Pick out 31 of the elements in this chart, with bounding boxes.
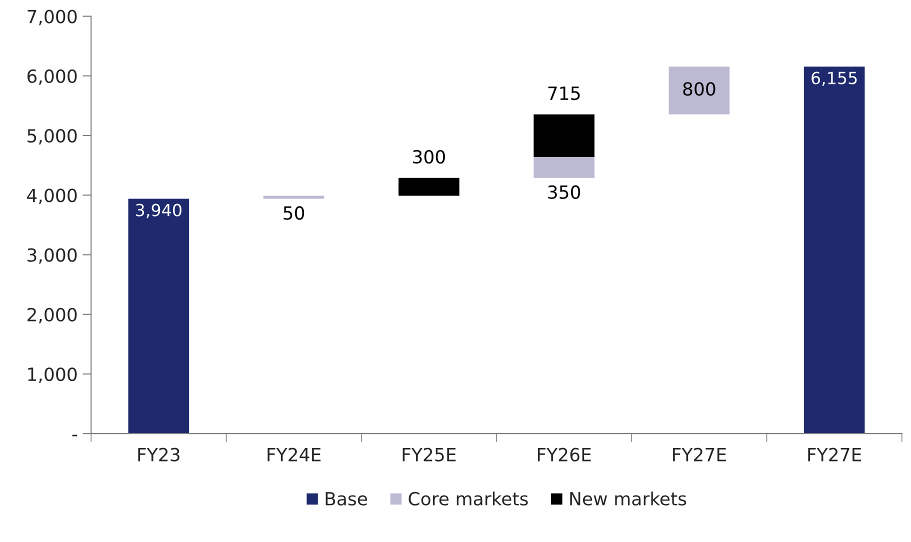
legend-label: New markets xyxy=(570,492,686,506)
data-label: 6,155 xyxy=(812,72,857,86)
bar xyxy=(398,178,460,196)
y-tick-label: - xyxy=(72,434,78,436)
data-label: 715 xyxy=(548,86,580,100)
data-label: 50 xyxy=(284,206,304,220)
bar xyxy=(804,66,865,434)
data-label: 800 xyxy=(683,82,716,96)
y-tick-label: 6,000 xyxy=(27,69,77,85)
bar xyxy=(128,198,190,434)
x-tick-label: FY24E xyxy=(268,448,321,462)
x-tick-label: FY26E xyxy=(538,448,591,462)
legend-label: Core markets xyxy=(408,492,528,506)
y-tick-label: 1,000 xyxy=(28,367,77,383)
data-label: 350 xyxy=(548,185,580,199)
x-tick-label: FY23 xyxy=(138,448,180,462)
y-tick-label: 3,000 xyxy=(28,248,77,264)
y-tick-label: 2,000 xyxy=(28,308,77,324)
x-tick-label: FY27E xyxy=(673,448,726,462)
x-tick-label: FY27E xyxy=(808,448,862,462)
y-tick-label: 4,000 xyxy=(27,188,77,204)
bar xyxy=(668,66,730,114)
data-label: 3,940 xyxy=(136,204,182,218)
y-tick-label: 5,000 xyxy=(28,128,77,144)
y-tick-label: 7,000 xyxy=(28,10,77,26)
data-label: 300 xyxy=(413,150,445,164)
bar xyxy=(534,114,594,157)
legend-label: Base xyxy=(326,492,368,506)
bar xyxy=(534,156,594,178)
bar xyxy=(263,196,324,199)
x-tick-label: FY25E xyxy=(402,448,456,462)
